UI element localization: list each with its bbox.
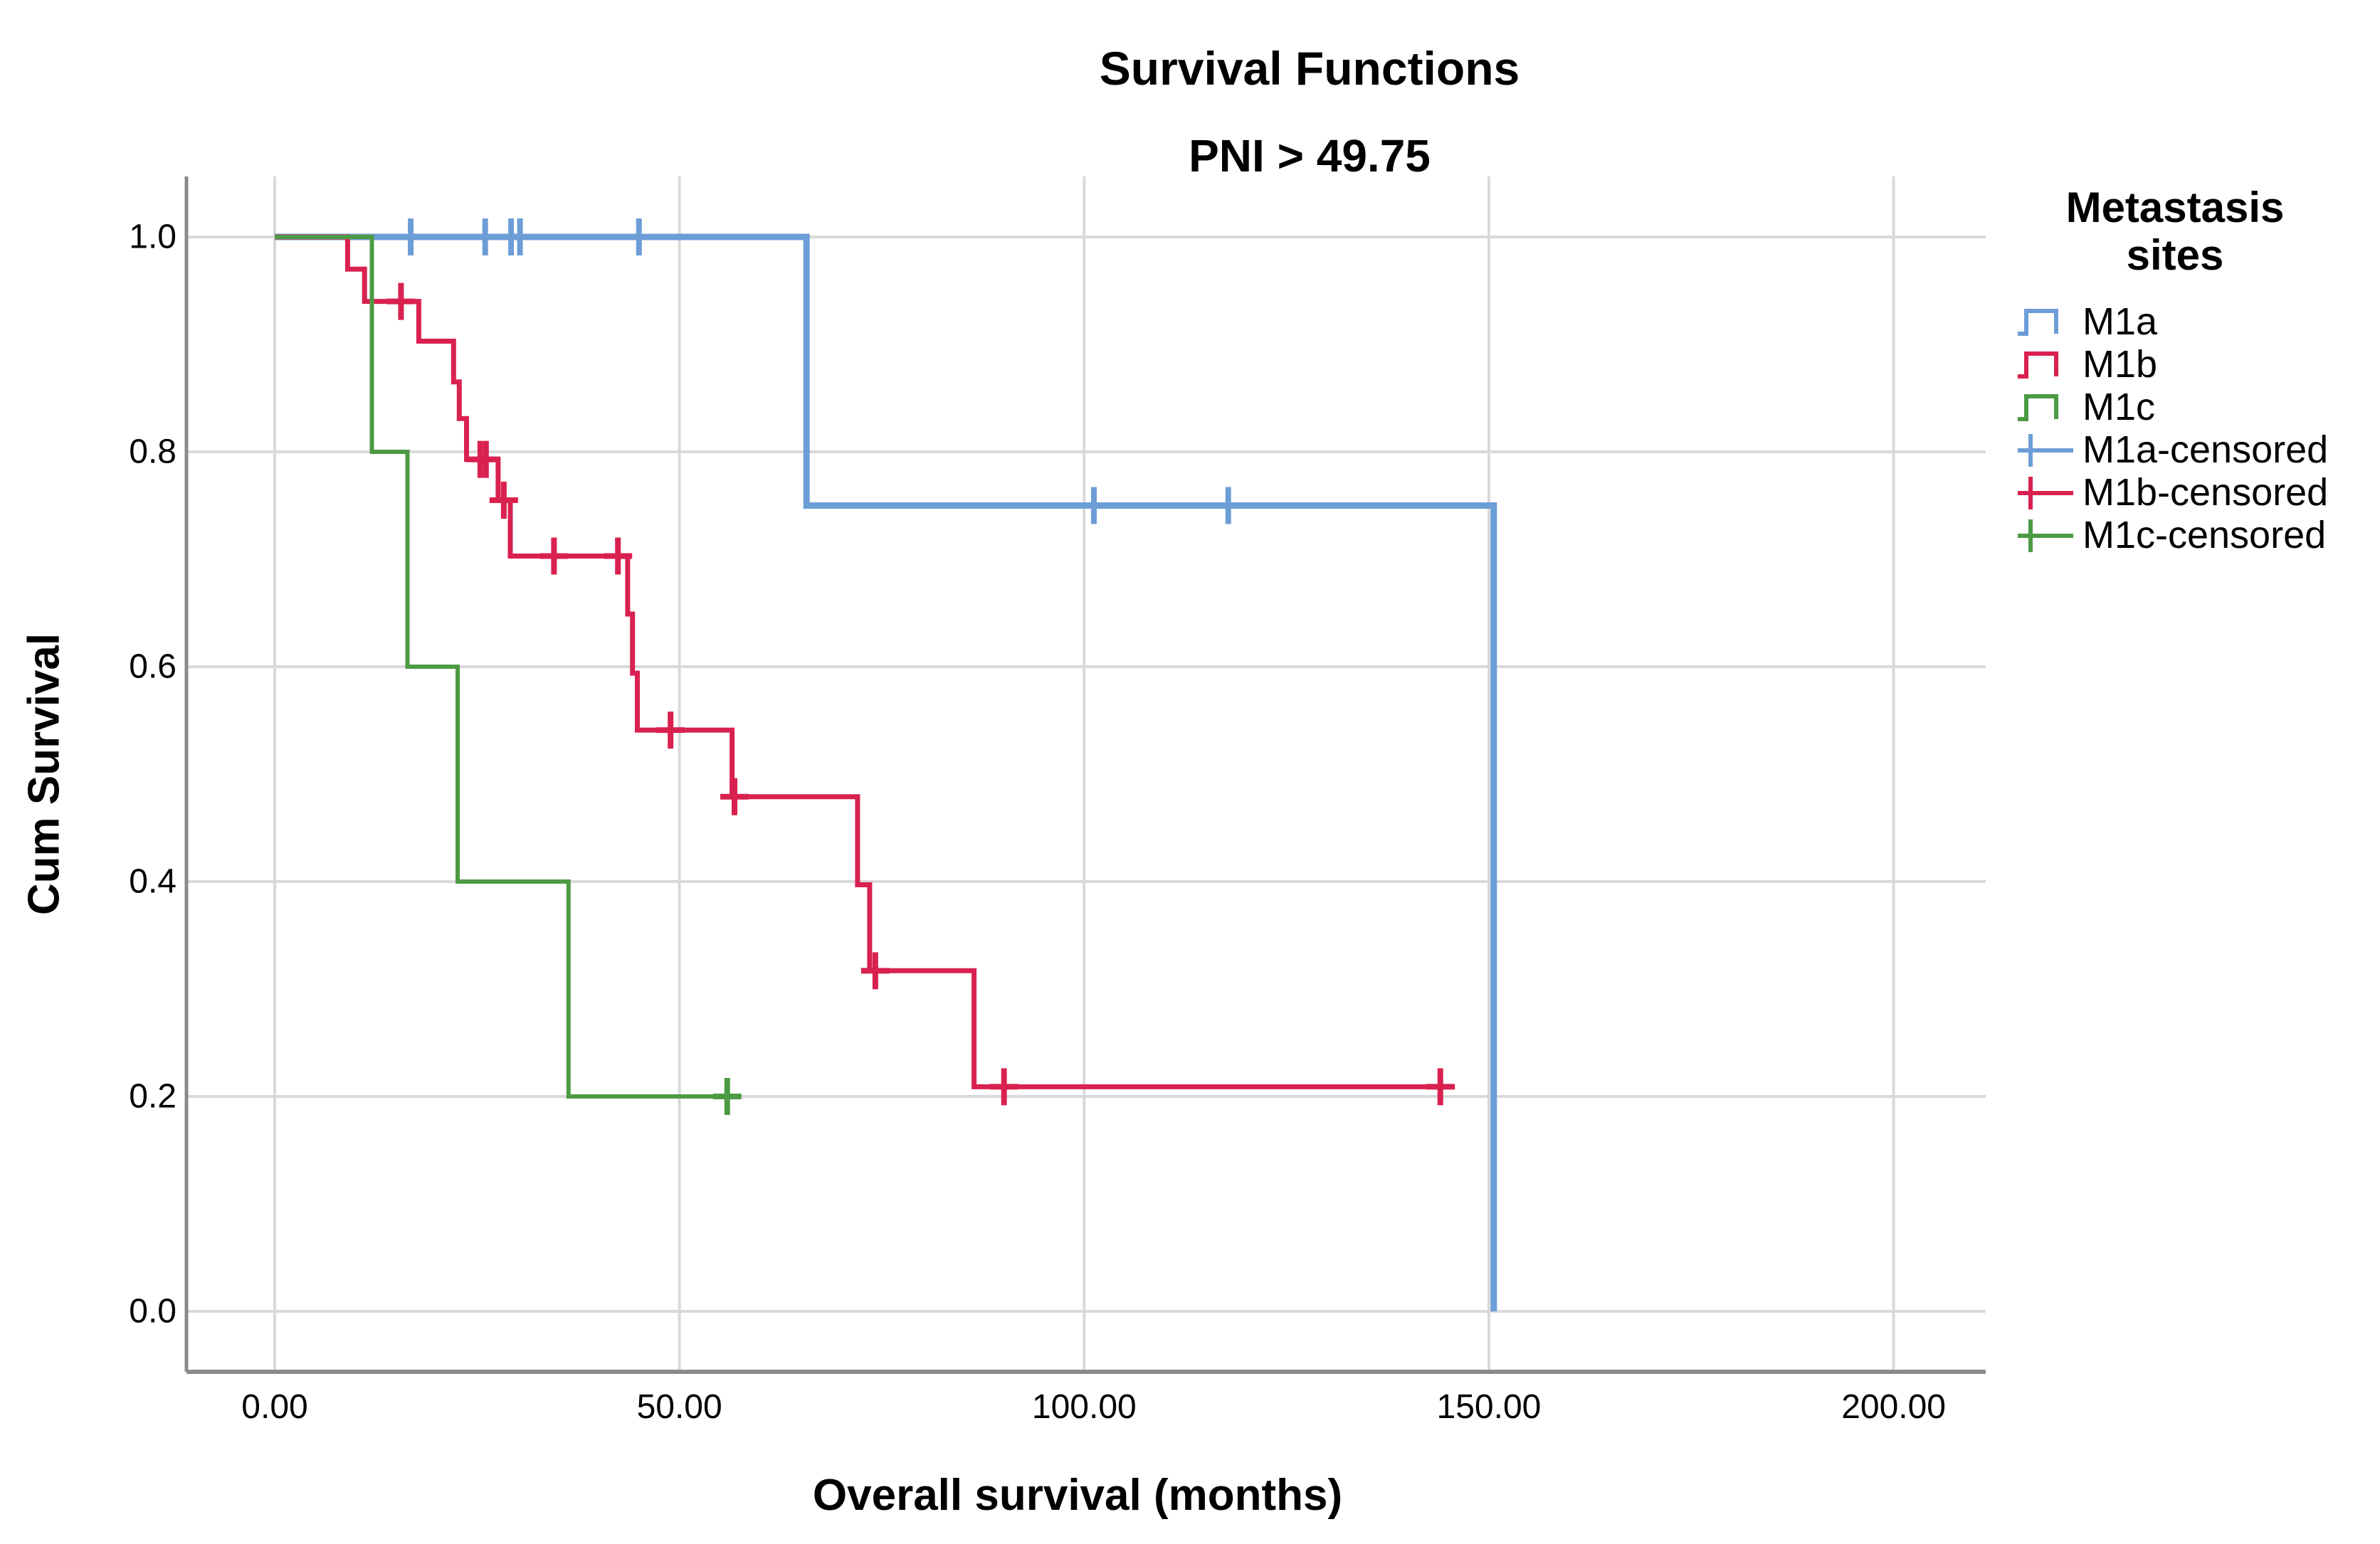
- legend-entry-label: M1c: [2082, 386, 2156, 428]
- step-line-icon: [2018, 351, 2058, 379]
- y-tick-label: 0.4: [129, 862, 177, 901]
- legend-entry-label: M1a-censored: [2082, 428, 2329, 471]
- legend-entry-label: M1b: [2082, 343, 2158, 386]
- km-curve-m1c: [275, 235, 737, 1099]
- x-tick-label: 50.00: [636, 1388, 722, 1426]
- censored-plus-icon: [2018, 434, 2073, 467]
- legend-entry-m1a-censored: M1a-censored: [2016, 428, 2328, 471]
- x-tick-label: 0.00: [241, 1388, 308, 1426]
- y-tick-label: 1.0: [129, 218, 177, 256]
- legend-entries: M1a M1b M1c M1a-censored M1b-censored M1c-cen…: [2016, 300, 2328, 556]
- y-tick-label: 0.8: [129, 433, 177, 471]
- censored-plus-icon: [2018, 519, 2073, 552]
- y-axis-title: Cum Survival: [19, 633, 69, 916]
- chart-subtitle: PNI > 49.75: [1189, 130, 1431, 181]
- y-tick-label: 0.2: [129, 1077, 177, 1116]
- x-axis-title: Overall survival (months): [812, 1471, 1343, 1520]
- legend-entry-label: M1b-censored: [2082, 471, 2329, 514]
- censored-plus-icon: [2018, 477, 2073, 509]
- legend-entry-m1c: M1c: [2016, 386, 2328, 428]
- km-curve-m1b: [275, 234, 1455, 1089]
- x-tick-label: 100.00: [1031, 1388, 1137, 1426]
- legend-entry-label: M1a: [2082, 300, 2158, 343]
- x-tick-label: 200.00: [1841, 1388, 1946, 1426]
- y-tick-label: 0.6: [129, 647, 177, 686]
- legend-title-line1: Metastasis: [2065, 184, 2285, 231]
- legend-entry-m1c-censored: M1c-censored: [2016, 514, 2328, 556]
- legend-title-line2: sites: [2126, 231, 2224, 280]
- step-line-icon: [2018, 394, 2058, 421]
- y-tick-label: 0.0: [129, 1292, 177, 1331]
- step-line-icon: [2018, 309, 2058, 336]
- chart-title: Survival Functions: [1099, 42, 1520, 95]
- legend-entry-m1b: M1b: [2016, 343, 2328, 386]
- legend-entry-label: M1c-censored: [2082, 514, 2327, 556]
- legend-entry-m1a: M1a: [2016, 300, 2328, 343]
- legend-title: Metastasis sites: [2066, 184, 2285, 279]
- x-tick-label: 150.00: [1436, 1388, 1542, 1426]
- legend-entry-m1b-censored: M1b-censored: [2016, 471, 2328, 514]
